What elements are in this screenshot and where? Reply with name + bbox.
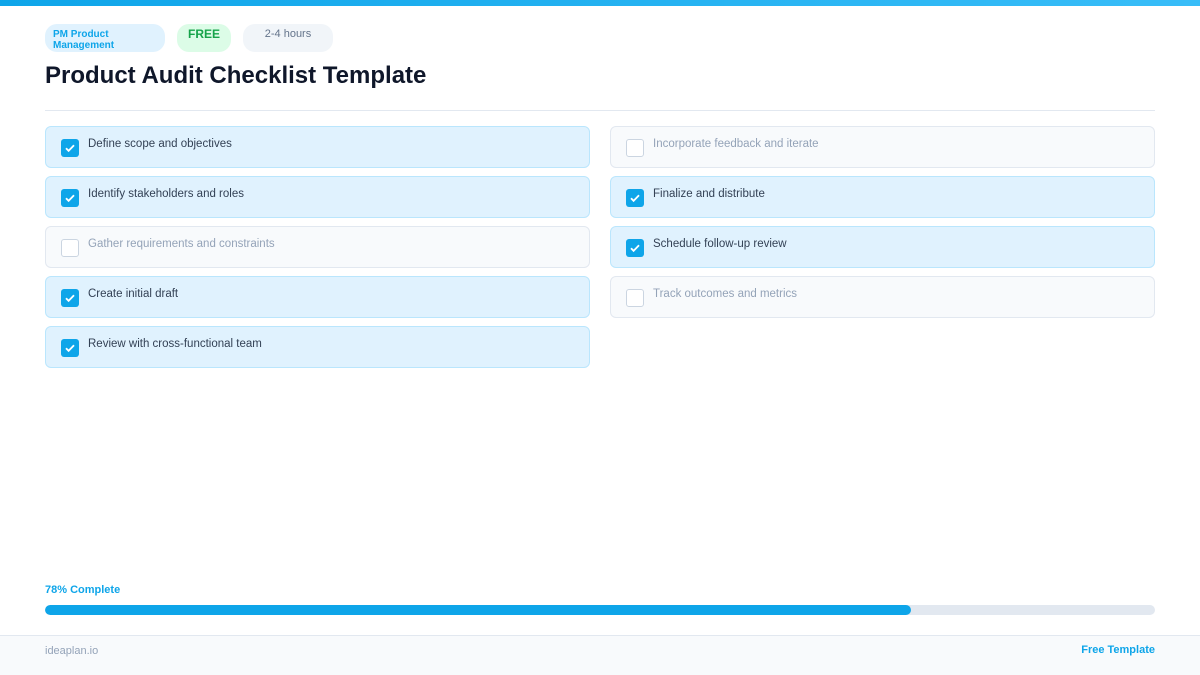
check-icon	[65, 344, 75, 353]
checklist-right-column: Incorporate feedback and iterate Finalize…	[610, 126, 1155, 318]
checklist-item[interactable]: Gather requirements and constraints	[45, 226, 590, 268]
footer: ideaplan.io Free Template	[0, 635, 1200, 675]
checkbox-checked[interactable]	[61, 289, 79, 307]
progress-label: 78% Complete	[45, 584, 121, 596]
check-icon	[65, 194, 75, 203]
checklist-item-label: Track outcomes and metrics	[653, 288, 798, 300]
checklist-item[interactable]: Incorporate feedback and iterate	[610, 126, 1155, 168]
checkbox-unchecked[interactable]	[626, 139, 644, 157]
divider	[45, 110, 1155, 111]
badges: PM Product Management FREE 2-4 hours	[45, 24, 333, 52]
checklist-item-label: Identify stakeholders and roles	[88, 188, 244, 200]
check-icon	[65, 144, 75, 153]
checklist-item-label: Incorporate feedback and iterate	[653, 138, 819, 150]
checklist-item[interactable]: Track outcomes and metrics	[610, 276, 1155, 318]
top-accent-bar	[0, 0, 1200, 6]
price-badge: FREE	[177, 24, 231, 52]
checklist-item-label: Review with cross-functional team	[88, 338, 262, 350]
check-icon	[630, 244, 640, 253]
footer-tag[interactable]: Free Template	[1081, 644, 1155, 656]
duration-badge: 2-4 hours	[243, 24, 333, 52]
check-icon	[630, 194, 640, 203]
checkbox-unchecked[interactable]	[626, 289, 644, 307]
checklist-item[interactable]: Review with cross-functional team	[45, 326, 590, 368]
checklist-item-label: Schedule follow-up review	[653, 238, 787, 250]
check-icon	[65, 294, 75, 303]
checklist-item-label: Gather requirements and constraints	[88, 238, 275, 250]
checklist-item[interactable]: Identify stakeholders and roles	[45, 176, 590, 218]
checklist-left-column: Define scope and objectives Identify stak…	[45, 126, 590, 368]
checkbox-checked[interactable]	[626, 239, 644, 257]
page-title: Product Audit Checklist Template	[45, 62, 427, 89]
checklist-item-label: Define scope and objectives	[88, 138, 232, 150]
category-badge: PM Product Management	[45, 24, 165, 52]
checklist-item-label: Create initial draft	[88, 288, 179, 300]
checklist-item[interactable]: Finalize and distribute	[610, 176, 1155, 218]
footer-site: ideaplan.io	[45, 645, 99, 657]
checkbox-checked[interactable]	[61, 139, 79, 157]
checklist-item[interactable]: Schedule follow-up review	[610, 226, 1155, 268]
checklist-item[interactable]: Create initial draft	[45, 276, 590, 318]
checkbox-checked[interactable]	[61, 189, 79, 207]
checklist-item-label: Finalize and distribute	[653, 188, 765, 200]
progress-fill	[45, 605, 911, 615]
progress-bar	[45, 605, 1155, 615]
checkbox-unchecked[interactable]	[61, 239, 79, 257]
checkbox-checked[interactable]	[626, 189, 644, 207]
checkbox-checked[interactable]	[61, 339, 79, 357]
checklist-item[interactable]: Define scope and objectives	[45, 126, 590, 168]
